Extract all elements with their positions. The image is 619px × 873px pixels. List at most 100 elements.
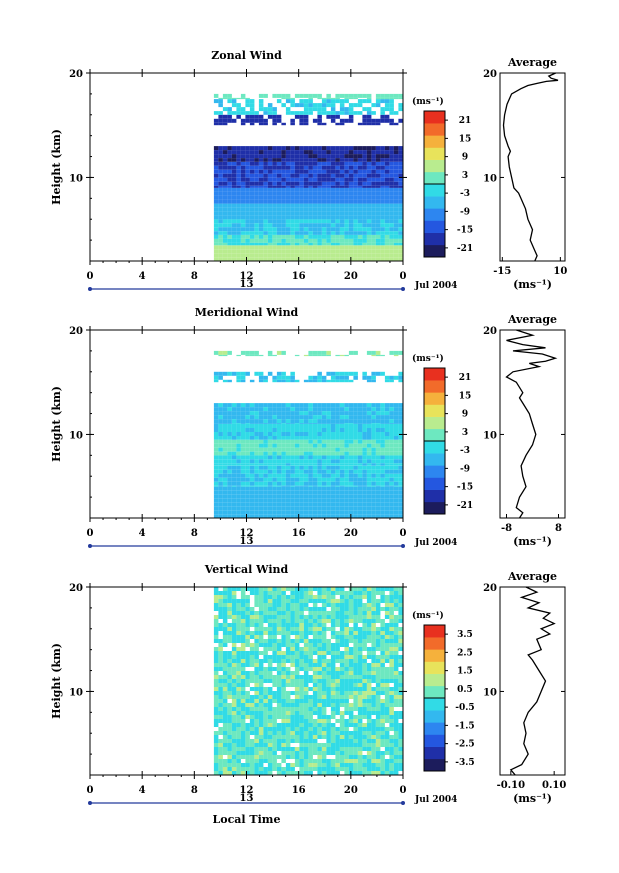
wind-cell: [398, 436, 403, 440]
wind-cell: [303, 439, 309, 444]
wind-cell: [357, 459, 363, 464]
wind-cell: [357, 165, 363, 170]
wind-cell: [335, 615, 340, 619]
wind-cell: [267, 428, 273, 432]
wind-cell: [362, 234, 367, 239]
wind-cell: [398, 424, 403, 428]
wind-cell: [303, 234, 309, 239]
wind-cell: [348, 177, 354, 182]
wind-cell: [321, 691, 327, 695]
wind-cell: [263, 375, 268, 380]
wind-cell: [389, 219, 394, 224]
profile-line: [502, 72, 559, 262]
wind-cell: [353, 187, 358, 192]
wind-cell: [330, 407, 336, 412]
wind-cell: [240, 473, 246, 478]
wind-cell: [393, 455, 399, 460]
wind-cell: [281, 249, 286, 254]
wind-cell: [393, 715, 399, 719]
wind-cell: [303, 703, 309, 707]
wind-cell: [258, 249, 264, 254]
wind-cell: [330, 623, 336, 627]
wind-cell: [236, 603, 241, 607]
wind-cell: [389, 424, 394, 428]
wind-cell: [389, 502, 394, 507]
wind-cell: [222, 185, 228, 188]
wind-cell: [366, 465, 372, 470]
wind-cell: [312, 379, 318, 383]
wind-cell: [312, 451, 318, 456]
wind-cell: [231, 465, 237, 470]
wind-cell: [330, 211, 336, 216]
wind-cell: [299, 607, 304, 611]
wind-cell: [254, 679, 259, 683]
wind-cell: [285, 253, 291, 258]
wind-cell: [245, 173, 250, 178]
wind-cell: [281, 245, 286, 250]
wind-cell: [371, 436, 376, 440]
wind-cell: [227, 691, 232, 695]
wind-cell: [335, 463, 340, 466]
wind-cell: [231, 739, 237, 743]
wind-cell: [227, 447, 232, 452]
wind-cell: [393, 514, 399, 518]
wind-cell: [213, 739, 219, 743]
wind-cell: [227, 411, 232, 416]
wind-cell: [263, 651, 268, 655]
wind-cell: [236, 107, 241, 112]
wind-cell: [276, 506, 282, 511]
wind-cell: [272, 173, 277, 178]
wind-cell: [290, 735, 295, 739]
wind-cell: [218, 424, 223, 428]
wind-cell: [389, 211, 394, 216]
wind-cell: [339, 481, 345, 486]
wind-cell: [389, 350, 394, 355]
wind-cell: [258, 711, 264, 715]
wind-cell: [339, 169, 345, 174]
wind-cell: [330, 465, 336, 470]
wind-cell: [294, 181, 300, 186]
wind-cell: [267, 707, 273, 711]
wind-cell: [348, 735, 354, 739]
wind-cell: [240, 510, 246, 515]
wind-cell: [303, 411, 309, 416]
wind-cell: [312, 257, 318, 261]
wind-cell: [393, 506, 399, 511]
wind-cell: [335, 451, 340, 456]
wind-cell: [389, 99, 394, 104]
wind-cell: [389, 187, 394, 192]
wind-cell: [276, 249, 282, 254]
wind-cell: [380, 158, 385, 162]
wind-cell: [389, 428, 394, 432]
wind-cell: [285, 185, 291, 188]
wind-cell: [393, 463, 399, 466]
wind-cell: [299, 727, 304, 731]
wind-cell: [254, 150, 259, 155]
wind-cell: [317, 647, 322, 651]
wind-cell: [218, 97, 223, 100]
wind-cell: [213, 651, 219, 655]
wind-cell: [353, 111, 358, 115]
wind-cell: [263, 447, 268, 452]
wind-cell: [227, 423, 232, 424]
wind-cell: [236, 469, 241, 474]
wind-cell: [218, 683, 223, 687]
wind-cell: [303, 403, 309, 408]
wind-cell: [380, 635, 385, 639]
wind-cell: [326, 687, 331, 691]
wind-cell: [384, 627, 390, 631]
wind-cell: [326, 459, 331, 464]
wind-cell: [303, 93, 309, 98]
wind-cell: [254, 350, 259, 355]
wind-cell: [285, 486, 291, 491]
wind-cell: [366, 683, 372, 687]
wind-cell: [213, 419, 219, 424]
wind-cell: [308, 611, 313, 615]
wind-cell: [218, 122, 223, 126]
wind-cell: [254, 257, 259, 261]
wind-cell: [389, 506, 394, 511]
wind-cell: [218, 607, 223, 611]
wind-cell: [380, 647, 385, 651]
wind-cell: [357, 490, 363, 495]
